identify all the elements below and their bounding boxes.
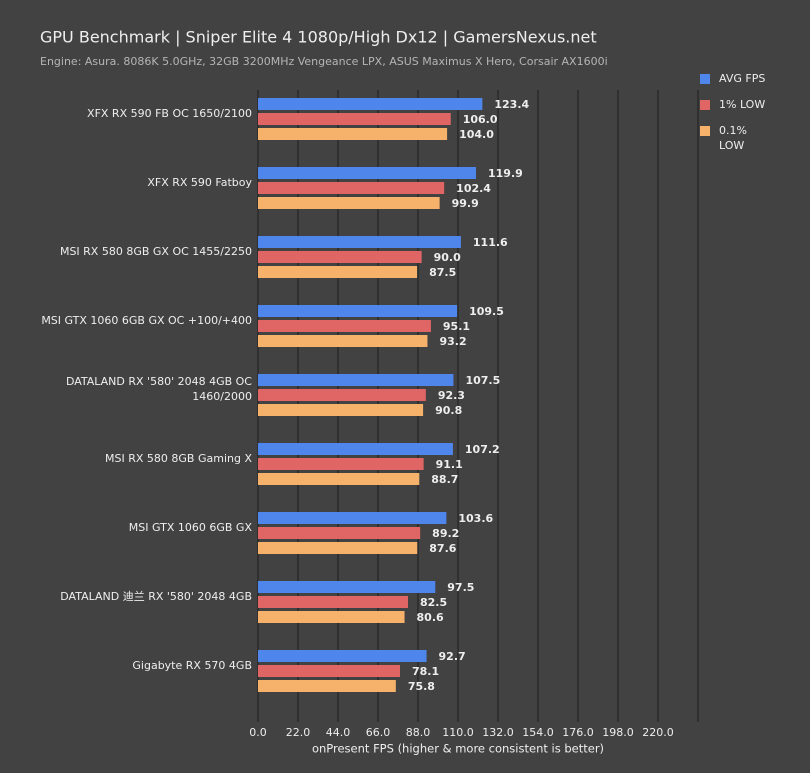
value-label: 119.9 — [488, 167, 523, 180]
category-label-box: DATALAND RX '580' 2048 4GB OC 1460/2000 — [65, 375, 252, 403]
value-label: 89.2 — [432, 527, 459, 540]
chart-subtitle: Engine: Asura. 8086K 5.0GHz, 32GB 3200MH… — [40, 55, 608, 68]
bar — [258, 335, 428, 347]
category-label-box: Gigabyte RX 570 4GB — [132, 658, 252, 672]
bar — [258, 512, 447, 524]
category-label: MSI GTX 1060 6GB GX OC +100/+400 — [41, 313, 252, 327]
legend-label-box: 1% LOW — [719, 98, 766, 111]
bar — [258, 473, 420, 485]
x-axis-label: onPresent FPS (higher & more consistent … — [312, 742, 604, 756]
bar — [258, 251, 422, 263]
legend-label-box: AVG FPS — [719, 72, 766, 85]
bar — [258, 113, 451, 125]
bar — [258, 665, 400, 677]
value-label: 111.6 — [473, 236, 508, 249]
value-label: 123.4 — [494, 98, 529, 111]
value-label: 90.0 — [434, 251, 461, 264]
value-label: 92.7 — [439, 650, 466, 663]
category-label: Gigabyte RX 570 4GB — [132, 658, 252, 672]
chart-title: GPU Benchmark | Sniper Elite 4 1080p/Hig… — [40, 28, 597, 47]
bar — [258, 320, 431, 332]
value-label: 106.0 — [463, 113, 498, 126]
bar — [258, 527, 421, 539]
category-label-box: MSI GTX 1060 6GB GX OC +100/+400 — [41, 313, 252, 327]
category-label: XFX RX 590 FB OC 1650/2100 — [87, 106, 252, 120]
legend-swatch — [700, 126, 710, 136]
legend-label: 0.1% LOW — [719, 124, 747, 152]
category-label: DATALAND 迪兰 RX '580' 2048 4GB — [60, 589, 252, 603]
bar — [258, 182, 445, 194]
value-label: 107.2 — [465, 443, 500, 456]
value-label: 87.5 — [429, 266, 456, 279]
value-label: 92.3 — [438, 389, 465, 402]
bar — [258, 443, 453, 455]
bar — [258, 98, 483, 110]
value-label: 90.8 — [435, 404, 462, 417]
bar — [258, 389, 426, 401]
category-label-box: MSI RX 580 8GB GX OC 1455/2250 — [59, 244, 252, 258]
bar — [258, 167, 476, 179]
value-label: 93.2 — [439, 335, 466, 348]
x-tick-label: 22.0 — [286, 726, 311, 739]
value-label: 80.6 — [417, 611, 444, 624]
x-tick-label: 176.0 — [562, 726, 594, 739]
category-label-box: XFX RX 590 FB OC 1650/2100 — [87, 106, 252, 120]
value-label: 78.1 — [412, 665, 439, 678]
x-tick-label: 66.0 — [366, 726, 391, 739]
category-label-box: XFX RX 590 Fatboy — [147, 175, 252, 189]
bar — [258, 581, 436, 593]
bar — [258, 611, 405, 623]
bar — [258, 236, 461, 248]
value-label: 97.5 — [447, 581, 474, 594]
value-label: 82.5 — [420, 596, 447, 609]
x-tick-label: 132.0 — [482, 726, 514, 739]
value-label: 91.1 — [436, 458, 463, 471]
category-label: MSI RX 580 8GB Gaming X — [105, 451, 252, 465]
value-label: 107.5 — [465, 374, 500, 387]
value-label: 102.4 — [456, 182, 491, 195]
category-label: MSI RX 580 8GB GX OC 1455/2250 — [59, 244, 252, 258]
category-label: MSI GTX 1060 6GB GX — [128, 520, 252, 534]
x-tick-label: 0.0 — [249, 726, 267, 739]
value-label: 104.0 — [459, 128, 494, 141]
x-tick-label: 154.0 — [522, 726, 554, 739]
bar — [258, 305, 458, 317]
legend-swatch — [700, 74, 710, 84]
bar — [258, 458, 424, 470]
value-label: 75.8 — [408, 680, 435, 693]
x-tick-label: 88.0 — [406, 726, 431, 739]
x-tick-label: 220.0 — [642, 726, 674, 739]
bar — [258, 542, 418, 554]
bar — [258, 266, 418, 278]
value-label: 87.6 — [429, 542, 456, 555]
legend-label-box: 0.1% LOW — [719, 124, 747, 152]
bar — [258, 197, 440, 209]
legend-label: AVG FPS — [719, 72, 766, 85]
bar — [258, 404, 424, 416]
value-label: 99.9 — [452, 197, 479, 210]
value-label: 109.5 — [469, 305, 504, 318]
category-label: XFX RX 590 Fatboy — [147, 175, 252, 189]
legend-swatch — [700, 100, 710, 110]
bar — [258, 596, 408, 608]
bar — [258, 680, 396, 692]
category-label: DATALAND RX '580' 2048 4GB OC 1460/2000 — [65, 375, 252, 403]
x-tick-label: 198.0 — [602, 726, 634, 739]
value-label: 88.7 — [431, 473, 458, 486]
bar — [258, 374, 454, 386]
value-label: 95.1 — [443, 320, 470, 333]
bar — [258, 128, 448, 140]
value-label: 103.6 — [458, 512, 493, 525]
x-tick-label: 110.0 — [442, 726, 474, 739]
category-label-box: MSI GTX 1060 6GB GX — [128, 520, 252, 534]
x-tick-label: 44.0 — [326, 726, 351, 739]
bar — [258, 650, 427, 662]
legend-label: 1% LOW — [719, 98, 766, 111]
category-label-box: DATALAND 迪兰 RX '580' 2048 4GB — [60, 589, 252, 603]
category-label-box: MSI RX 580 8GB Gaming X — [105, 451, 252, 465]
